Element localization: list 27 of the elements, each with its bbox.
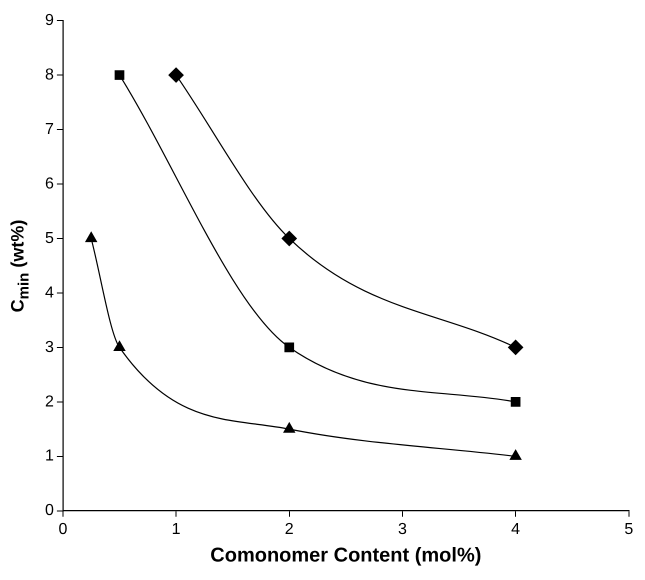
y-tick-label: 8: [44, 66, 54, 84]
x-tick-label: 0: [58, 520, 68, 538]
point: [283, 422, 296, 433]
point: [114, 340, 126, 351]
y-tick-label: 6: [44, 175, 54, 192]
y-tick-label: 3: [44, 338, 54, 356]
y-tick-label: 9: [44, 12, 54, 30]
y-tick-label: 7: [44, 120, 54, 138]
x-tick-label: 5: [624, 520, 634, 538]
x-tick-label: 4: [511, 520, 520, 538]
x-tick-label: 2: [284, 520, 294, 538]
x-tick-label: 1: [172, 520, 181, 538]
point: [85, 232, 97, 242]
y-tick-label: 2: [44, 393, 54, 410]
point: [282, 230, 297, 246]
y-tick-label: 0: [44, 502, 54, 520]
y-tick-label: 4: [44, 284, 54, 302]
point: [284, 342, 294, 352]
point: [510, 450, 522, 460]
point: [168, 67, 184, 83]
y-tick-label: 1: [44, 448, 54, 465]
x-axis-title: Comonomer Content (mol%): [210, 544, 482, 567]
y-tick-label: 5: [44, 230, 54, 247]
x-tick-label: 3: [398, 520, 407, 538]
point: [508, 340, 524, 355]
point: [114, 70, 124, 80]
point: [510, 397, 520, 407]
